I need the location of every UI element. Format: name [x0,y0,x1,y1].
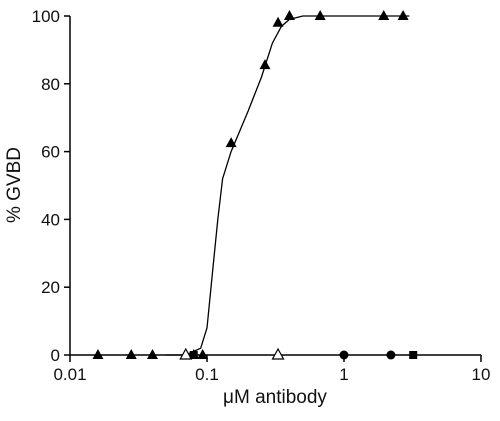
point [272,16,284,27]
point [189,351,198,359]
y-tick-label: 40 [41,210,60,229]
x-tick-label: 10 [472,365,491,384]
point [271,347,285,360]
point [179,347,193,360]
point [197,349,209,359]
x-axis-label: μM antibody [223,387,327,408]
x-tick-label: 0.1 [195,365,219,384]
point [146,349,158,359]
point [397,10,409,20]
point [125,349,137,359]
y-tick-label: 20 [41,278,60,297]
y-tick-label: 100 [32,7,60,26]
y-axis-label: % GVBD [4,147,25,223]
point [386,350,396,360]
y-tick-label: 60 [41,143,60,162]
point [314,10,326,20]
point [409,351,418,359]
point [378,10,390,20]
y-tick-label: 0 [51,346,60,365]
point [225,137,237,148]
fit-curve [165,15,410,356]
point [283,10,295,20]
y-tick-label: 80 [41,75,60,94]
x-tick-label: 1 [339,365,348,384]
point [92,349,104,359]
x-tick-label: 0.01 [53,365,86,384]
point [259,59,271,70]
point [339,350,349,360]
